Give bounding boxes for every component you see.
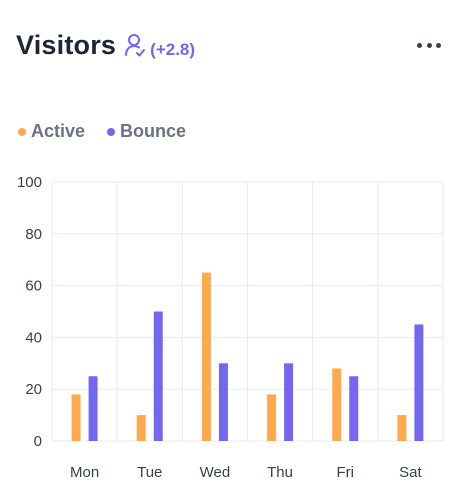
legend-item-active[interactable]: Active [18,121,85,142]
card-title: Visitors [16,30,117,60]
legend-label-bounce: Bounce [120,121,187,141]
legend-marker-active [18,127,26,136]
chart-legend: Active Bounce [18,121,186,142]
legend-item-bounce[interactable]: Bounce [107,121,186,142]
y-tick-label: 100 [17,174,42,191]
legend-label-active: Active [31,121,86,141]
bar-bounce-sat [414,324,424,441]
more-options-button[interactable] [417,38,441,52]
more-dot-3 [436,42,441,48]
x-tick-label: Wed [200,464,231,481]
more-horizontal-icon [417,42,422,48]
y-axis: 0 20 40 60 80 100 [17,174,42,450]
bar-active-sat [397,415,407,441]
chart-grid [51,181,444,442]
bar-active-thu [267,394,277,441]
x-tick-label: Mon [70,464,99,481]
y-tick-label: 60 [25,278,42,295]
change-indicator: (+2.8) [150,39,196,59]
y-tick-label: 40 [25,329,42,346]
bar-active-tue [136,415,146,441]
chart-bars [71,272,424,441]
x-tick-label: Fri [337,464,355,481]
x-tick-label: Thu [267,464,293,481]
y-tick-label: 0 [34,433,42,450]
bar-active-mon [71,394,81,441]
y-tick-label: 20 [25,381,42,398]
x-tick-label: Tue [137,464,162,481]
x-tick-label: Sat [399,464,422,481]
more-dot-2 [426,42,432,48]
bar-bounce-tue [153,311,163,441]
card-header: Visitors (+2.8) [16,30,195,61]
bar-bounce-wed [218,363,228,441]
person-check-icon [124,33,146,59]
bar-bounce-fri [349,376,359,441]
y-tick-label: 80 [25,226,42,243]
x-axis: Mon Tue Wed Thu Fri Sat [70,464,423,481]
bar-active-wed [201,272,211,441]
bar-bounce-thu [284,363,294,441]
legend-marker-bounce [107,127,116,136]
bar-active-fri [332,368,342,441]
bar-bounce-mon [88,376,98,441]
